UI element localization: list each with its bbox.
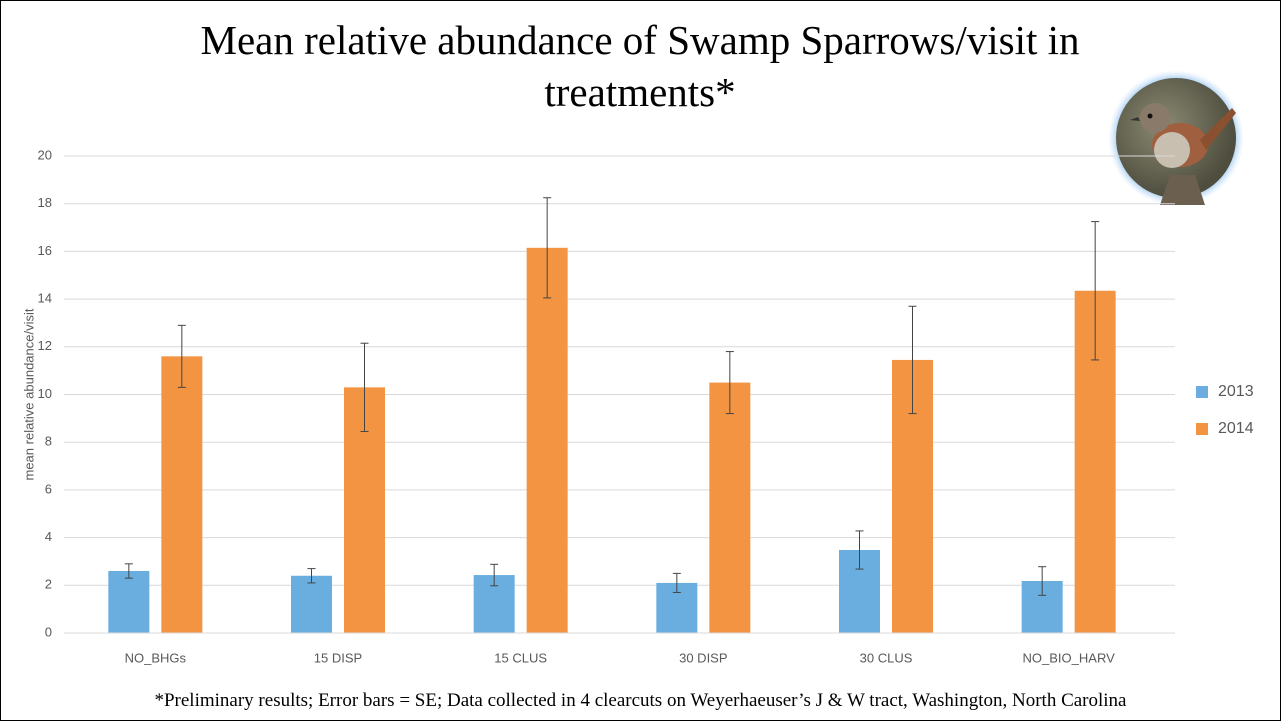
x-tick-label: NO_BHGs: [125, 650, 187, 665]
legend-swatch: [1196, 423, 1208, 435]
chart-title: Mean relative abundance of Swamp Sparrow…: [200, 17, 1080, 115]
bar: [526, 247, 568, 633]
error-bar: [1038, 566, 1047, 596]
y-tick-label: 0: [45, 624, 52, 639]
error-bar: [908, 305, 917, 415]
bar: [108, 570, 150, 633]
error-bar: [177, 324, 186, 388]
footnote: *Preliminary results; Error bars = SE; D…: [154, 690, 1127, 711]
error-bar: [360, 342, 369, 432]
x-tick-label: 30 CLUS: [860, 650, 913, 665]
bar: [161, 356, 203, 633]
y-tick-label: 10: [38, 386, 52, 401]
y-tick-label: 16: [38, 243, 52, 258]
y-tick-label: 18: [38, 195, 52, 210]
error-bar: [490, 563, 499, 587]
legend-label: 2014: [1218, 420, 1254, 437]
x-tick-label: 15 CLUS: [494, 650, 547, 665]
x-tick-label: 15 DISP: [314, 650, 362, 665]
y-axis-label: mean relative abundance/visit: [21, 308, 36, 480]
y-tick-label: 8: [45, 434, 52, 449]
error-bar: [1091, 221, 1100, 361]
y-tick-label: 14: [38, 291, 52, 306]
error-bar: [543, 197, 552, 299]
y-tick-label: 2: [45, 577, 52, 592]
error-bar: [855, 530, 864, 570]
bar: [709, 382, 751, 633]
error-bar: [307, 568, 316, 584]
y-tick-label: 20: [38, 147, 52, 162]
legend-swatch: [1196, 386, 1208, 398]
x-tick-label: 30 DISP: [679, 650, 727, 665]
y-tick-label: 6: [45, 481, 52, 496]
y-tick-label: 12: [38, 338, 52, 353]
error-bar: [672, 572, 681, 593]
error-bar: [124, 563, 133, 579]
bar: [291, 575, 332, 633]
x-tick-label: NO_BIO_HARV: [1023, 650, 1116, 665]
y-tick-label: 4: [45, 529, 52, 544]
legend-label: 2013: [1218, 383, 1254, 400]
bird-photo: [1108, 70, 1244, 206]
error-bar: [725, 351, 734, 415]
